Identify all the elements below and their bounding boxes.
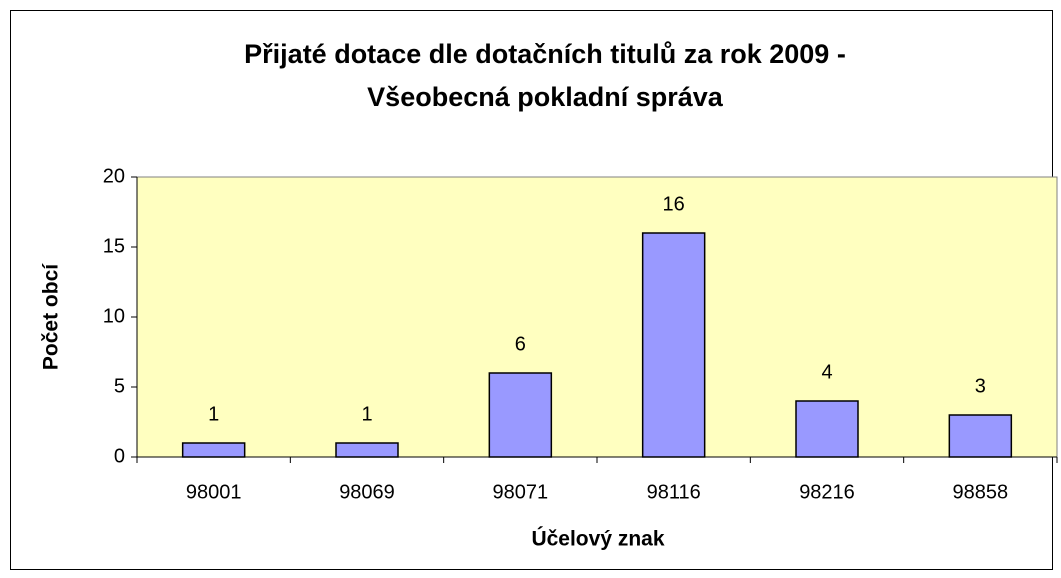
y-tick-label: 10 [103,305,125,327]
x-tick-label: 98071 [493,481,549,503]
chart-title: Všeobecná pokladní správa [367,82,724,112]
data-label: 1 [361,403,372,425]
data-label: 4 [821,361,832,383]
x-tick-label: 98216 [799,481,855,503]
bar [948,414,1013,458]
x-axis-title: Účelový znak [531,527,664,551]
bar [795,400,859,458]
y-tick-label: 15 [103,235,125,257]
data-label: 1 [208,403,219,425]
y-tick-label: 0 [114,445,125,467]
chart-title: Přijaté dotace dle dotačních titulů za r… [244,39,846,69]
plot-area [136,176,1058,458]
x-tick-label: 98116 [647,481,701,503]
data-label: 16 [663,193,685,215]
data-label: 6 [515,333,526,355]
bar [181,442,246,458]
bar [641,232,706,458]
x-tick-label: 98069 [339,481,395,503]
data-label: 3 [975,375,986,397]
y-axis-title: Počet obcí [40,263,63,370]
bar [335,442,399,458]
x-tick-label: 98001 [186,481,242,503]
x-tick-label: 98858 [953,481,1009,503]
y-tick-label: 5 [114,375,125,397]
y-tick-label: 20 [103,165,125,187]
bar [488,372,553,458]
